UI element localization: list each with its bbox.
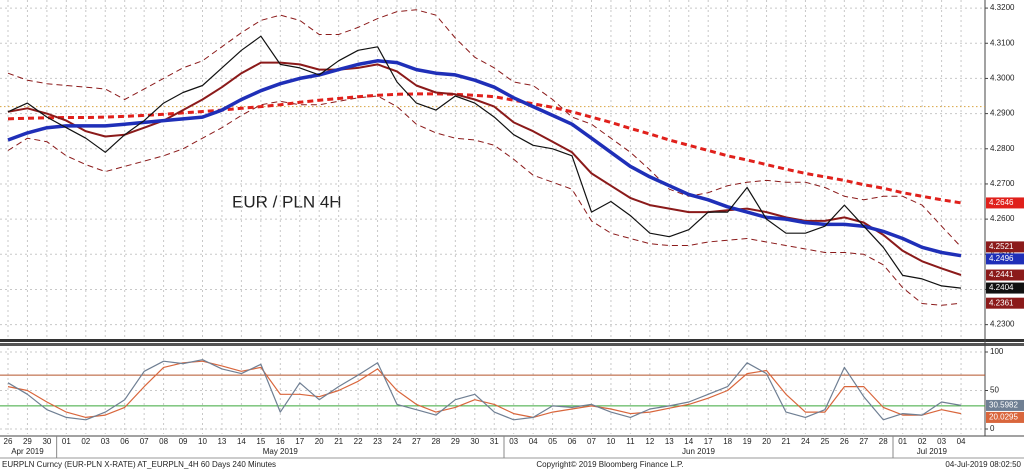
x-tick-label: 13 [665,437,674,446]
last-value-label: 30.5982 [989,401,1018,410]
x-tick-label: 30 [470,437,479,446]
last-value-tag [986,297,1024,309]
x-tick-label: 29 [23,437,32,446]
panel-separator [0,339,1024,342]
x-tick-label: 22 [354,437,363,446]
series-line [7,360,962,418]
x-tick-label: 10 [198,437,207,446]
y-tick-label: 4.2900 [990,109,1015,118]
x-tick-label: 14 [237,437,246,446]
footer-right: 04-Jul-2019 08:02:50 [945,460,1021,469]
x-tick-label: 24 [393,437,402,446]
x-tick-label: 25 [820,437,829,446]
x-tick-label: 21 [782,437,791,446]
series-line [7,92,962,205]
x-tick-label: 24 [801,437,810,446]
y-tick-label: 4.2300 [990,320,1015,329]
y-tick-label: 0 [990,424,995,433]
x-tick-label: 09 [179,437,188,446]
x-tick-label: 20 [315,437,324,446]
y-tick-label: 4.3100 [990,38,1015,47]
x-tick-label: 03 [509,437,518,446]
y-tick-label: 4.2800 [990,144,1015,153]
x-tick-label: 23 [373,437,382,446]
y-tick-label: 4.2600 [990,214,1015,223]
last-value-tag [986,282,1024,294]
x-tick-label: 19 [743,437,752,446]
x-tick-label: 17 [704,437,713,446]
x-tick-label: 12 [645,437,654,446]
series-line [7,35,962,289]
last-value-tag [986,399,1024,411]
chart-title: EUR / PLN 4H [232,192,342,211]
last-value-label: 4.2496 [989,254,1014,263]
footer-left: EURPLN Curncy (EUR-PLN X-RATE) AT_EURPLN… [2,460,276,469]
x-tick-label: 26 [840,437,849,446]
x-tick-label: 02 [81,437,90,446]
x-tick-label: 03 [101,437,110,446]
x-tick-label: 07 [140,437,149,446]
x-tick-label: 18 [723,437,732,446]
last-value-label: 4.2361 [989,298,1014,307]
y-tick-label: 4.3200 [990,3,1015,12]
x-tick-label: 21 [334,437,343,446]
x-tick-label: 02 [918,437,927,446]
x-tick-label: 04 [529,437,538,446]
month-label: May 2019 [263,447,299,456]
last-value-label: 4.2404 [989,283,1014,292]
x-tick-label: 04 [957,437,966,446]
x-tick-label: 20 [762,437,771,446]
last-value-tag [986,241,1024,253]
x-tick-label: 26 [4,437,13,446]
last-value-tag [986,269,1024,281]
x-tick-label: 28 [879,437,888,446]
series-line [7,359,962,421]
x-tick-label: 16 [276,437,285,446]
last-value-label: 4.2441 [989,270,1014,279]
series-line [7,59,962,258]
x-tick-label: 01 [62,437,71,446]
x-tick-label: 06 [120,437,129,446]
x-tick-label: 14 [684,437,693,446]
last-value-label: 20.0295 [989,413,1018,422]
x-tick-label: 06 [568,437,577,446]
y-tick-label: 4.3000 [990,74,1015,83]
last-value-label: 4.2521 [989,242,1014,251]
x-tick-label: 05 [548,437,557,446]
y-tick-label: 4.2700 [990,179,1015,188]
y-tick-label: 50 [990,386,999,395]
x-tick-label: 30 [42,437,51,446]
x-tick-label: 10 [606,437,615,446]
panel-separator [0,343,1024,346]
x-tick-label: 08 [159,437,168,446]
last-value-tag [986,411,1024,423]
x-tick-label: 07 [587,437,596,446]
y-tick-label: 100 [990,347,1004,356]
month-label: Jul 2019 [917,447,948,456]
footer-center: Copyright© 2019 Bloomberg Finance L.P. [536,460,683,469]
x-tick-label: 03 [937,437,946,446]
x-tick-label: 31 [490,437,499,446]
series-line [7,95,962,306]
x-tick-label: 17 [295,437,304,446]
last-value-tag [986,253,1024,265]
x-tick-label: 13 [217,437,226,446]
series-line [7,9,962,248]
last-value-label: 4.2646 [989,198,1014,207]
last-value-tag [986,197,1024,209]
x-tick-label: 28 [431,437,440,446]
x-tick-label: 29 [451,437,460,446]
x-tick-label: 27 [859,437,868,446]
month-label: Apr 2019 [11,447,44,456]
x-tick-label: 11 [626,437,635,446]
x-tick-label: 15 [256,437,265,446]
x-tick-label: 01 [898,437,907,446]
x-tick-label: 27 [412,437,421,446]
month-label: Jun 2019 [682,447,715,456]
